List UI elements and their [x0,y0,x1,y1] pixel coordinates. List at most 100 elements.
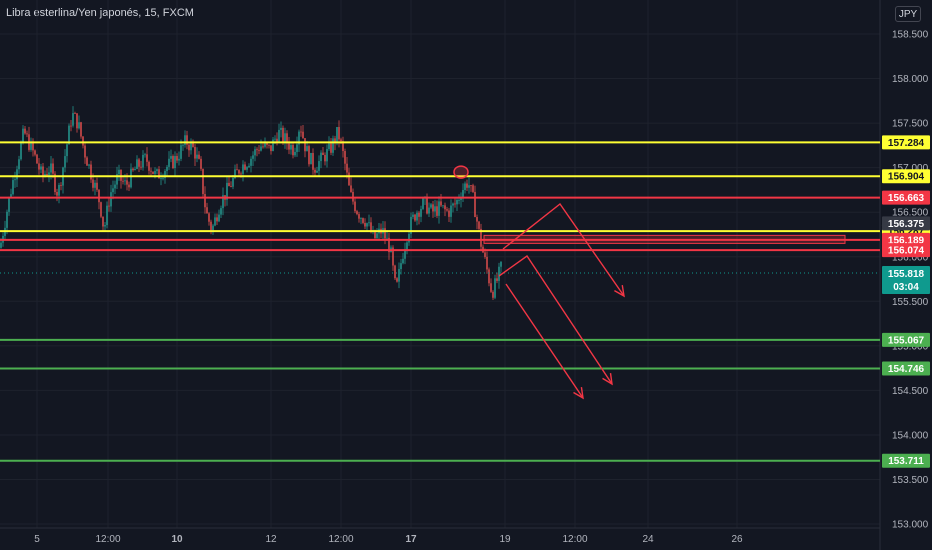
candle-body [140,166,142,168]
candle-body [100,202,102,217]
candle-body [376,233,378,239]
candle-body [54,173,56,192]
projection-arrow-3-head [573,387,584,400]
candle-body [464,183,466,190]
price-tag-156.904-text: 156.904 [888,172,925,183]
price-tag-154.746 [882,361,930,376]
candle-body [212,225,214,231]
projection-arrow-2 [498,255,613,385]
candle-body [138,159,140,167]
candle-body [324,154,326,162]
candle-body [206,207,208,214]
price-tag-153.711 [882,453,930,468]
candle-body [78,122,80,129]
x-tick-label: 12:00 [562,534,587,545]
candle-body [350,185,352,192]
candle-body [102,216,104,227]
candle-body [498,266,500,281]
candle-body [248,165,250,168]
candle-body [180,145,182,159]
candle-body [362,218,364,223]
candle-body [106,205,108,226]
candle-body [494,278,496,298]
candle-body [432,204,434,212]
candle-body [176,156,178,161]
candle-body [276,138,278,142]
candle-body [216,217,218,222]
candle-body [118,169,120,175]
candle-body [408,233,410,243]
candle-body [14,179,16,181]
candle-body [20,142,22,160]
candle-body [468,185,470,188]
candle-body [218,214,220,222]
candle-body [46,174,48,176]
candle-body [396,278,398,282]
x-tick-label: 12:00 [328,534,353,545]
candle-body [440,201,442,206]
candle-body [104,225,106,227]
current-price-text: 155.818 [888,269,925,280]
candle-body [164,171,166,178]
candle-body [258,149,260,151]
price-tag-156.074 [882,243,930,258]
candle-body [240,173,242,175]
candle-body [330,143,332,153]
candle-body [406,242,408,250]
candle-body [266,143,268,145]
candle-body [430,204,432,208]
candle-body [192,142,194,147]
candle-body [170,156,172,159]
candle-body [40,166,42,170]
price-tag-156.663 [882,190,930,205]
countdown-text: 03:04 [893,282,919,293]
candle-body [286,133,288,144]
candle-body [454,203,456,205]
candle-body [388,237,390,253]
candle-body [414,214,416,221]
candle-body [98,189,100,203]
y-tick-label: 158.500 [892,30,929,41]
candle-body [144,154,146,156]
candle-body [22,128,24,143]
candle-body [446,209,448,211]
candle-body [314,169,316,173]
candle-body [204,194,206,208]
candle-body [68,125,70,145]
candle-body [456,199,458,205]
candle-body [92,179,94,188]
candle-body [500,261,502,267]
candle-body [450,205,452,217]
candle-body [262,146,264,148]
candle-body [232,178,234,187]
candle-body [6,211,8,228]
candle-body [358,214,360,219]
candle-body [126,180,128,185]
candle-body [56,191,58,196]
projection-arrow-1-head [614,285,625,298]
candle-body [334,138,336,143]
currency-button[interactable]: JPY [895,6,921,22]
candle-body [208,213,210,222]
candle-body [254,149,256,156]
candle-body [280,127,282,130]
candle-body [470,185,472,187]
candle-body [116,174,118,185]
candle-body [122,180,124,182]
candle-body [322,152,324,155]
candle-body [252,155,254,159]
candle-body [186,135,188,145]
candle-body [250,158,252,166]
candle-body [326,149,328,162]
candle-body [288,143,290,150]
candle-body [404,249,406,259]
y-tick-label: 157.000 [892,163,929,174]
candle-body [312,152,314,170]
candle-body [458,199,460,201]
candle-body [278,129,280,142]
candle-body [328,143,330,150]
candle-body [488,269,490,284]
candle-body [34,150,36,155]
candle-body [198,154,200,159]
